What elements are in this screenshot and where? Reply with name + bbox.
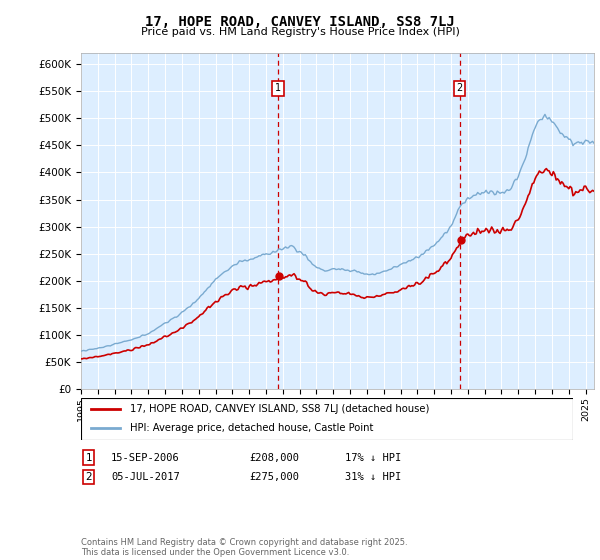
Text: 05-JUL-2017: 05-JUL-2017 [111, 472, 180, 482]
Text: 2: 2 [85, 472, 92, 482]
Text: 1: 1 [85, 452, 92, 463]
Text: 17% ↓ HPI: 17% ↓ HPI [345, 452, 401, 463]
Text: 2: 2 [457, 83, 463, 94]
Text: 17, HOPE ROAD, CANVEY ISLAND, SS8 7LJ: 17, HOPE ROAD, CANVEY ISLAND, SS8 7LJ [145, 15, 455, 29]
Text: Contains HM Land Registry data © Crown copyright and database right 2025.
This d: Contains HM Land Registry data © Crown c… [81, 538, 407, 557]
Text: 31% ↓ HPI: 31% ↓ HPI [345, 472, 401, 482]
Text: HPI: Average price, detached house, Castle Point: HPI: Average price, detached house, Cast… [130, 423, 374, 433]
Text: £275,000: £275,000 [249, 472, 299, 482]
FancyBboxPatch shape [81, 398, 573, 440]
Text: 17, HOPE ROAD, CANVEY ISLAND, SS8 7LJ (detached house): 17, HOPE ROAD, CANVEY ISLAND, SS8 7LJ (d… [130, 404, 430, 414]
Text: 1: 1 [275, 83, 281, 94]
Text: £208,000: £208,000 [249, 452, 299, 463]
Text: 15-SEP-2006: 15-SEP-2006 [111, 452, 180, 463]
Text: Price paid vs. HM Land Registry's House Price Index (HPI): Price paid vs. HM Land Registry's House … [140, 27, 460, 37]
